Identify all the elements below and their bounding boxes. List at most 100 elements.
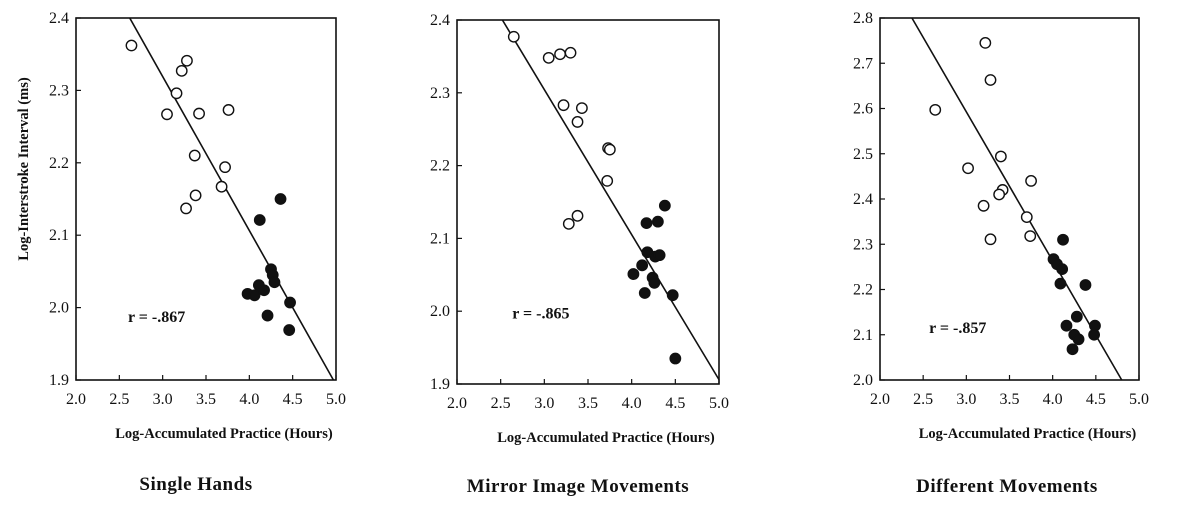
y-tick-label: 2.1: [853, 327, 873, 344]
y-tick-label: 2.4: [49, 10, 69, 27]
data-point-filled: [283, 324, 296, 336]
x-tick-label: 3.5: [1000, 391, 1020, 408]
x-axis-label: Log-Accumulated Practice (Hours): [497, 430, 715, 446]
data-point-open: [962, 162, 974, 175]
y-tick-label: 2.4: [430, 12, 450, 29]
data-point-open: [1024, 230, 1037, 243]
regression-line: [911, 17, 1123, 381]
y-tick-label: 2.6: [853, 101, 873, 118]
data-point-filled: [638, 287, 651, 299]
x-tick-label: 2.5: [913, 391, 933, 408]
x-tick-label: 4.0: [622, 395, 642, 412]
data-point-open: [189, 189, 202, 202]
y-tick-label: 2.7: [853, 55, 873, 72]
data-point-filled: [669, 352, 682, 365]
x-tick-label: 2.0: [66, 391, 86, 408]
data-point-open: [193, 107, 205, 120]
x-axis-label: Log-Accumulated Practice (Hours): [919, 426, 1137, 442]
x-tick-label: 3.0: [534, 395, 554, 412]
data-point-filled: [284, 296, 296, 309]
data-point-open: [1020, 211, 1033, 224]
panel-caption: Different Movements: [916, 476, 1098, 497]
data-point-filled: [258, 284, 270, 297]
data-point-open: [994, 150, 1007, 163]
data-point-open: [125, 39, 138, 52]
x-tick-label: 3.0: [956, 391, 976, 408]
panel-single-hands: 2.0 2.5 3.0 3.5 4.0 4.5 5.0 1.9 2.0 2.1 2.2 2.3 2.4 r…: [16, 10, 346, 495]
x-tick-label: 2.0: [447, 395, 467, 412]
data-point-open: [562, 217, 575, 230]
data-point-filled: [648, 276, 661, 289]
x-tick-label: 5.0: [326, 391, 346, 408]
regression-line: [129, 17, 335, 381]
y-tick-label: 2.2: [853, 282, 873, 299]
data-point-open: [929, 103, 942, 116]
data-point-open: [984, 74, 997, 86]
y-tick-label: 2.0: [430, 303, 450, 320]
data-point-filled: [1088, 328, 1101, 341]
data-point-open: [571, 209, 584, 222]
plot-frame: [75, 17, 337, 381]
data-point-open: [977, 199, 990, 212]
x-tick-label: 3.5: [196, 391, 216, 408]
data-point-open: [175, 64, 188, 77]
data-point-open: [222, 104, 235, 116]
panel-different-movements: 2.0 2.5 3.0 3.5 4.0 4.5 5.0 2.0 2.1 2.2 2.3 2.4 2.5 2…: [853, 10, 1149, 497]
data-point-filled: [658, 199, 671, 212]
data-point-open: [180, 202, 192, 215]
x-tick-label: 4.5: [665, 395, 685, 412]
x-tick-label: 3.0: [153, 391, 173, 408]
data-point-filled: [627, 268, 640, 280]
x-tick-label: 3.5: [578, 395, 598, 412]
data-point-filled: [253, 214, 266, 226]
data-point-filled: [1056, 263, 1069, 276]
y-tick-label: 2.3: [853, 236, 873, 253]
data-point-filled: [653, 249, 666, 262]
data-point-filled: [1066, 343, 1079, 356]
data-point-open: [507, 30, 520, 43]
y-axis-label: Log-Interstroke Interval (ms): [16, 77, 32, 261]
panel-mirror-image-movements: 2.0 2.5 3.0 3.5 4.0 4.5 5.0 1.9 2.0 2.1 2.2 2.3 2.4 r…: [430, 12, 729, 497]
y-tick-label: 2.1: [49, 227, 69, 244]
data-point-filled: [640, 217, 653, 230]
data-point-open: [215, 180, 228, 193]
x-axis-label: Log-Accumulated Practice (Hours): [115, 426, 333, 442]
y-tick-label: 2.2: [430, 158, 450, 175]
y-tick-label: 1.9: [49, 372, 69, 389]
y-tick-label: 2.0: [49, 300, 69, 317]
y-tick-label: 2.3: [430, 85, 450, 102]
x-tick-label: 2.5: [491, 395, 511, 412]
data-point-open: [188, 149, 201, 162]
x-tick-label: 2.0: [870, 391, 890, 408]
y-tick-label: 2.3: [49, 82, 69, 99]
data-point-open: [571, 116, 584, 128]
x-tick-label: 4.0: [239, 391, 259, 408]
data-point-open: [1025, 174, 1037, 187]
y-tick-label: 2.8: [853, 10, 873, 27]
x-tick-label: 4.5: [283, 391, 303, 408]
panel-caption: Single Hands: [139, 474, 252, 495]
data-point-open: [601, 174, 614, 187]
data-point-filled: [1060, 319, 1073, 332]
data-point-open: [557, 99, 570, 112]
correlation-label: r = -.865: [512, 305, 569, 322]
x-tick-label: 5.0: [1129, 391, 1149, 408]
data-point-filled: [261, 309, 274, 322]
data-point-open: [984, 233, 997, 246]
data-point-filled: [651, 215, 664, 228]
data-point-open: [542, 51, 555, 64]
data-point-filled: [1057, 233, 1069, 246]
data-point-open: [219, 161, 231, 174]
data-point-filled: [248, 289, 261, 302]
data-point-filled: [636, 259, 649, 272]
data-point-open: [993, 188, 1006, 201]
data-point-filled: [1054, 277, 1067, 290]
data-point-open: [979, 36, 992, 49]
y-tick-label: 2.0: [853, 372, 873, 389]
data-point-open: [575, 102, 588, 114]
data-point-filled: [1079, 279, 1092, 291]
x-tick-label: 4.5: [1086, 391, 1106, 408]
data-point-filled: [1070, 310, 1083, 323]
data-point-filled: [274, 193, 287, 205]
data-point-open: [564, 46, 577, 59]
